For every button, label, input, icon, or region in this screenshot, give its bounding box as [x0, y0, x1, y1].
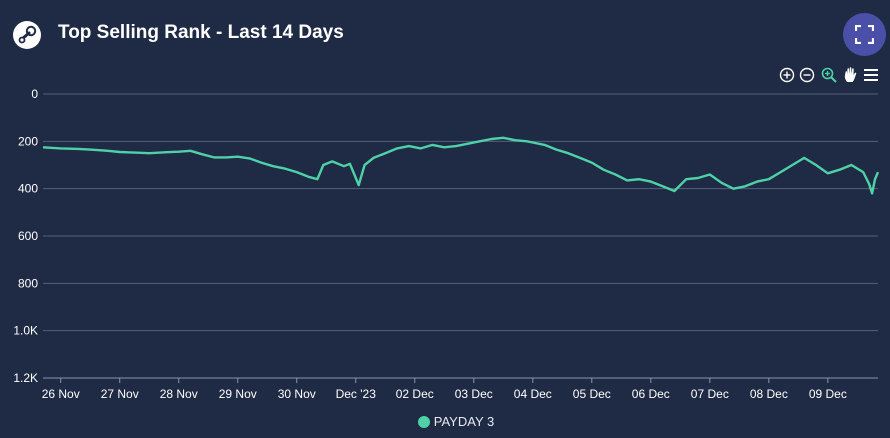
x-tick-label: 09 Dec [809, 387, 847, 401]
y-tick-label: 0 [31, 87, 38, 101]
y-tick-label: 1.0K [13, 324, 38, 338]
chart-toolbar [776, 66, 880, 84]
chart-legend: PAYDAY 3 [0, 414, 890, 434]
x-tick-label: 27 Nov [101, 387, 139, 401]
x-tick-label: 28 Nov [160, 387, 198, 401]
pan-hand-icon[interactable] [842, 66, 860, 84]
y-tick-label: 400 [18, 182, 38, 196]
x-tick-label: 03 Dec [455, 387, 493, 401]
y-tick-label: 200 [18, 134, 38, 148]
legend-marker [417, 415, 430, 428]
y-tick-label: 600 [18, 229, 38, 243]
x-tick-label: 05 Dec [573, 387, 611, 401]
x-tick-label: 06 Dec [632, 387, 670, 401]
magnify-zoom-icon[interactable] [820, 66, 838, 84]
fullscreen-icon [855, 25, 874, 44]
chart-header: Top Selling Rank - Last 14 Days [0, 0, 890, 70]
zoom-in-icon[interactable] [778, 66, 796, 84]
menu-icon[interactable] [862, 66, 880, 84]
x-tick-label: Dec '23 [336, 387, 377, 401]
x-tick-label: 02 Dec [396, 387, 434, 401]
y-tick-label: 800 [18, 276, 38, 290]
x-tick-label: 29 Nov [219, 387, 257, 401]
series-line-0 [42, 136, 880, 195]
x-tick-label: 04 Dec [514, 387, 552, 401]
y-tick-label: 1.2K [13, 371, 38, 385]
fullscreen-button[interactable] [843, 13, 886, 56]
x-tick-label: 30 Nov [278, 387, 316, 401]
x-tick-label: 07 Dec [691, 387, 729, 401]
legend-label: PAYDAY 3 [433, 414, 495, 429]
steam-logo-icon [13, 21, 41, 49]
x-tick-label: 08 Dec [750, 387, 788, 401]
zoom-out-icon[interactable] [798, 66, 816, 84]
x-tick-label: 26 Nov [42, 387, 80, 401]
legend-item-payday-3[interactable]: PAYDAY 3 [417, 414, 495, 429]
chart-title: Top Selling Rank - Last 14 Days [58, 22, 344, 43]
